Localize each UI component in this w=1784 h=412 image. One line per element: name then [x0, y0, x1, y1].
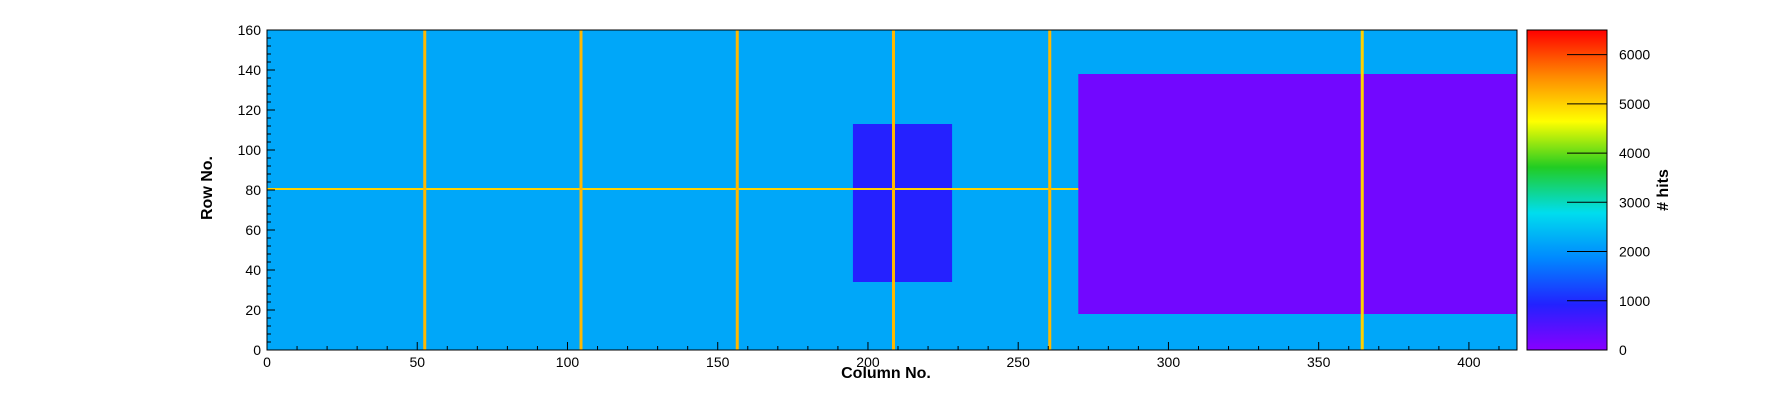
hot-column: [579, 30, 583, 350]
x-axis-title: Column No.: [841, 365, 931, 382]
colorbar: 0 1000 2000 3000 4000 5000 6000: [1526, 29, 1650, 358]
x-tick-label: 300: [1157, 354, 1181, 370]
colorbar-tick-label: 0: [1619, 342, 1627, 358]
colorbar-gradient: [1527, 30, 1607, 350]
colorbar-tick-label: 5000: [1619, 96, 1650, 112]
y-axis-title: Row No.: [199, 156, 216, 220]
colorbar-tick-label: 1000: [1619, 293, 1650, 309]
hot-column: [892, 30, 896, 350]
x-tick-label: 400: [1457, 354, 1481, 370]
low-region-right-block: [1078, 74, 1517, 314]
y-tick-label: 40: [245, 262, 261, 278]
plot-area: [267, 30, 1517, 350]
colorbar-title: # hits: [1655, 169, 1672, 211]
x-axis: 0 50 100 150 200 250 300 350 400: [263, 342, 1500, 370]
y-axis: 0 20 40 60 80 100 120 140 160: [238, 22, 275, 358]
hot-row: [267, 188, 1079, 190]
y-tick-label: 100: [238, 142, 262, 158]
colorbar-tick-label: 6000: [1619, 47, 1650, 63]
hot-column: [423, 30, 427, 350]
hot-column: [1048, 30, 1052, 350]
hot-column: [735, 30, 739, 350]
x-tick-label: 350: [1307, 354, 1331, 370]
y-tick-label: 20: [245, 302, 261, 318]
y-tick-label: 160: [238, 22, 262, 38]
y-tick-label: 80: [245, 182, 261, 198]
x-tick-label: 200: [856, 354, 880, 370]
y-tick-label: 0: [253, 342, 261, 358]
x-tick-label: 100: [556, 354, 580, 370]
colorbar-tick-label: 2000: [1619, 244, 1650, 260]
colorbar-tick-label: 3000: [1619, 194, 1650, 210]
x-tick-label: 50: [409, 354, 425, 370]
x-tick-label: 0: [263, 354, 271, 370]
x-tick-label: 150: [706, 354, 730, 370]
y-tick-label: 60: [245, 222, 261, 238]
hot-column: [1360, 30, 1364, 350]
x-tick-label: 250: [1007, 354, 1031, 370]
low-region-center-block: [852, 124, 953, 282]
y-tick-label: 120: [238, 102, 262, 118]
y-tick-label: 140: [238, 62, 262, 78]
colorbar-tick-label: 4000: [1619, 145, 1650, 161]
